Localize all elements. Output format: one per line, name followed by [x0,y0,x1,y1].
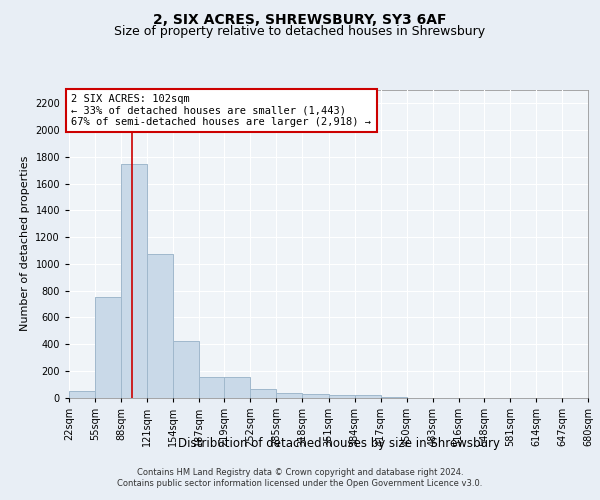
Bar [329,395,355,398]
Bar [302,394,329,398]
Bar [355,396,380,398]
Bar [69,391,95,398]
Text: 2, SIX ACRES, SHREWSBURY, SY3 6AF: 2, SIX ACRES, SHREWSBURY, SY3 6AF [153,12,447,26]
Text: Distribution of detached houses by size in Shrewsbury: Distribution of detached houses by size … [178,438,500,450]
Text: Contains HM Land Registry data © Crown copyright and database right 2024.
Contai: Contains HM Land Registry data © Crown c… [118,468,482,487]
Bar [147,254,173,398]
Bar [250,389,277,398]
Text: 2 SIX ACRES: 102sqm
← 33% of detached houses are smaller (1,443)
67% of semi-det: 2 SIX ACRES: 102sqm ← 33% of detached ho… [71,94,371,127]
Bar [121,164,147,398]
Y-axis label: Number of detached properties: Number of detached properties [20,156,29,332]
Bar [380,397,407,398]
Bar [277,393,302,398]
Bar [95,297,121,398]
Bar [199,377,225,398]
Bar [173,342,199,398]
Text: Size of property relative to detached houses in Shrewsbury: Size of property relative to detached ho… [115,25,485,38]
Bar [224,377,250,398]
